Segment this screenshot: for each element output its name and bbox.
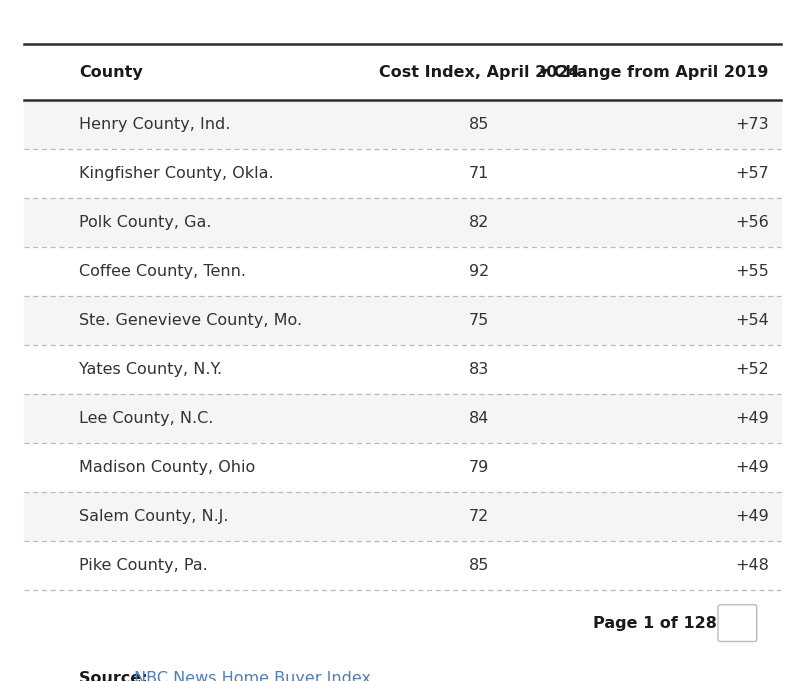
Text: 92: 92 bbox=[469, 264, 489, 279]
Text: Lee County, N.C.: Lee County, N.C. bbox=[79, 411, 213, 426]
Text: 85: 85 bbox=[469, 117, 489, 132]
Text: ▾ Change from April 2019: ▾ Change from April 2019 bbox=[540, 65, 769, 80]
Text: Henry County, Ind.: Henry County, Ind. bbox=[79, 117, 230, 132]
Bar bbox=[24, 149, 781, 198]
Text: Salem County, N.J.: Salem County, N.J. bbox=[79, 509, 229, 524]
Text: 72: 72 bbox=[469, 509, 489, 524]
Text: Kingfisher County, Okla.: Kingfisher County, Okla. bbox=[79, 166, 274, 181]
Bar bbox=[24, 247, 781, 296]
Text: 83: 83 bbox=[469, 362, 489, 377]
Text: +55: +55 bbox=[735, 264, 769, 279]
Text: +73: +73 bbox=[735, 117, 769, 132]
Bar bbox=[24, 296, 781, 345]
Text: 79: 79 bbox=[469, 460, 489, 475]
Text: 71: 71 bbox=[469, 166, 489, 181]
Text: Madison County, Ohio: Madison County, Ohio bbox=[79, 460, 255, 475]
Text: Ste. Genevieve County, Mo.: Ste. Genevieve County, Mo. bbox=[79, 313, 302, 328]
FancyBboxPatch shape bbox=[718, 605, 757, 642]
Text: Coffee County, Tenn.: Coffee County, Tenn. bbox=[79, 264, 246, 279]
Bar bbox=[24, 541, 781, 590]
Text: Pike County, Pa.: Pike County, Pa. bbox=[79, 558, 208, 573]
Text: County: County bbox=[79, 65, 142, 80]
Text: +57: +57 bbox=[735, 166, 769, 181]
Text: 82: 82 bbox=[469, 215, 489, 230]
Text: NBC News Home Buyer Index: NBC News Home Buyer Index bbox=[134, 671, 370, 681]
Bar bbox=[24, 492, 781, 541]
Bar bbox=[24, 44, 781, 100]
Text: +49: +49 bbox=[735, 509, 769, 524]
Text: +49: +49 bbox=[735, 411, 769, 426]
Text: ›: › bbox=[733, 614, 741, 633]
Text: Page 1 of 128: Page 1 of 128 bbox=[592, 616, 716, 631]
Text: Cost Index, April 2024: Cost Index, April 2024 bbox=[378, 65, 580, 80]
Bar bbox=[24, 198, 781, 247]
Text: 85: 85 bbox=[469, 558, 489, 573]
Text: +49: +49 bbox=[735, 460, 769, 475]
Text: Polk County, Ga.: Polk County, Ga. bbox=[79, 215, 212, 230]
Bar bbox=[24, 394, 781, 443]
Bar bbox=[24, 100, 781, 149]
Text: 75: 75 bbox=[469, 313, 489, 328]
Text: Yates County, N.Y.: Yates County, N.Y. bbox=[79, 362, 222, 377]
Bar bbox=[24, 443, 781, 492]
Text: +48: +48 bbox=[735, 558, 769, 573]
Text: +52: +52 bbox=[735, 362, 769, 377]
Bar bbox=[24, 345, 781, 394]
Text: 84: 84 bbox=[469, 411, 489, 426]
Text: +56: +56 bbox=[735, 215, 769, 230]
Text: Source:: Source: bbox=[79, 671, 153, 681]
Text: +54: +54 bbox=[735, 313, 769, 328]
